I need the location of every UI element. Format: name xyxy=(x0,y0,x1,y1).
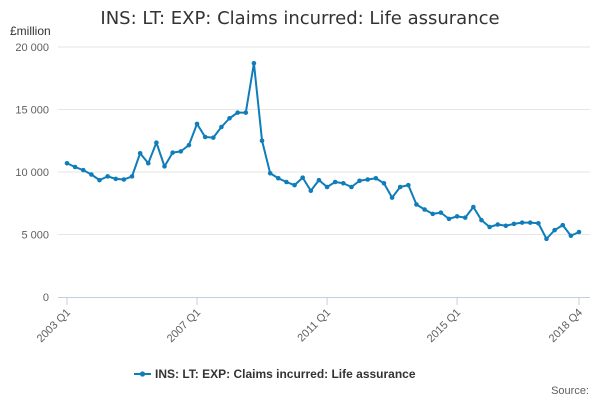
data-point xyxy=(316,177,322,183)
data-point xyxy=(154,140,159,145)
x-axis: 2003 Q1 2007 Q1 2011 Q1 2015 Q1 2018 Q4 xyxy=(35,297,590,345)
data-point xyxy=(560,222,566,228)
data-point xyxy=(357,178,362,184)
data-point xyxy=(202,134,208,140)
data-point xyxy=(105,174,110,179)
data-point xyxy=(259,138,265,144)
data-point xyxy=(292,182,297,188)
data-point xyxy=(373,175,379,181)
data-point xyxy=(487,224,492,230)
data-point xyxy=(568,233,574,239)
data-point xyxy=(341,180,346,186)
data-point xyxy=(454,214,460,219)
x-tick-label: 2003 Q1 xyxy=(35,307,73,345)
legend-dot-marker xyxy=(139,371,146,377)
data-point xyxy=(324,184,330,190)
y-axis-ticks: 0 5 000 10 000 15 000 20 000 xyxy=(15,42,49,304)
legend-label: INS: LT: EXP: Claims incurred: Life assu… xyxy=(155,367,416,381)
data-point xyxy=(349,184,354,190)
data-point xyxy=(113,176,119,182)
series-layer xyxy=(64,60,582,242)
data-point xyxy=(406,182,411,188)
y-tick-label: 5 000 xyxy=(21,230,49,242)
y-unit-label: £million xyxy=(10,24,51,38)
data-point xyxy=(137,150,143,156)
y-tick-label: 10 000 xyxy=(15,167,49,179)
data-point xyxy=(446,216,452,222)
source-label: Source: xyxy=(551,385,589,397)
data-point xyxy=(365,177,370,182)
data-point xyxy=(479,217,484,223)
data-point xyxy=(422,207,427,212)
data-point xyxy=(80,167,86,173)
y-tick-label: 20 000 xyxy=(15,42,49,54)
data-point xyxy=(129,174,135,179)
data-point xyxy=(162,164,167,169)
data-point xyxy=(186,142,192,148)
y-tick-label: 0 xyxy=(43,292,49,304)
data-point xyxy=(97,177,102,183)
series-line xyxy=(66,62,580,240)
data-point xyxy=(495,222,501,227)
data-point xyxy=(576,229,582,235)
data-point xyxy=(276,175,281,181)
data-point xyxy=(438,210,444,215)
data-point xyxy=(381,180,387,186)
data-point xyxy=(300,175,305,180)
data-point xyxy=(544,236,549,242)
data-point xyxy=(267,170,273,176)
data-point xyxy=(503,223,509,229)
data-point xyxy=(552,227,557,233)
data-point xyxy=(389,195,395,200)
data-point xyxy=(121,177,127,182)
x-tick-label: 2015 Q1 xyxy=(425,307,463,345)
data-point xyxy=(170,150,175,155)
data-point xyxy=(235,110,240,115)
data-point xyxy=(511,221,517,227)
data-point xyxy=(536,220,541,226)
y-tick-label: 15 000 xyxy=(15,105,49,117)
x-tick-label: 2018 Q4 xyxy=(547,307,585,345)
gridlines xyxy=(58,46,590,235)
x-tick-label: 2011 Q1 xyxy=(295,307,333,345)
legend[interactable]: INS: LT: EXP: Claims incurred: Life assu… xyxy=(134,367,416,381)
data-point xyxy=(397,184,403,190)
data-point xyxy=(414,202,419,207)
data-point xyxy=(462,215,468,220)
data-point xyxy=(227,115,232,121)
data-point xyxy=(284,179,289,185)
chart-title: INS: LT: EXP: Claims incurred: Life assu… xyxy=(100,8,499,29)
data-point xyxy=(527,220,533,225)
data-point xyxy=(145,160,151,166)
data-point xyxy=(332,179,338,185)
data-point xyxy=(89,172,94,177)
data-point xyxy=(471,204,476,210)
data-point xyxy=(243,110,249,115)
data-point xyxy=(72,164,78,170)
data-point xyxy=(64,160,70,166)
data-point xyxy=(430,211,436,217)
data-point xyxy=(178,149,184,154)
data-point xyxy=(308,188,314,194)
x-tick-label: 2007 Q1 xyxy=(165,307,203,345)
data-point xyxy=(519,220,525,225)
data-point xyxy=(219,124,224,130)
data-point xyxy=(194,121,200,127)
data-point xyxy=(210,135,216,140)
data-point xyxy=(251,60,257,66)
